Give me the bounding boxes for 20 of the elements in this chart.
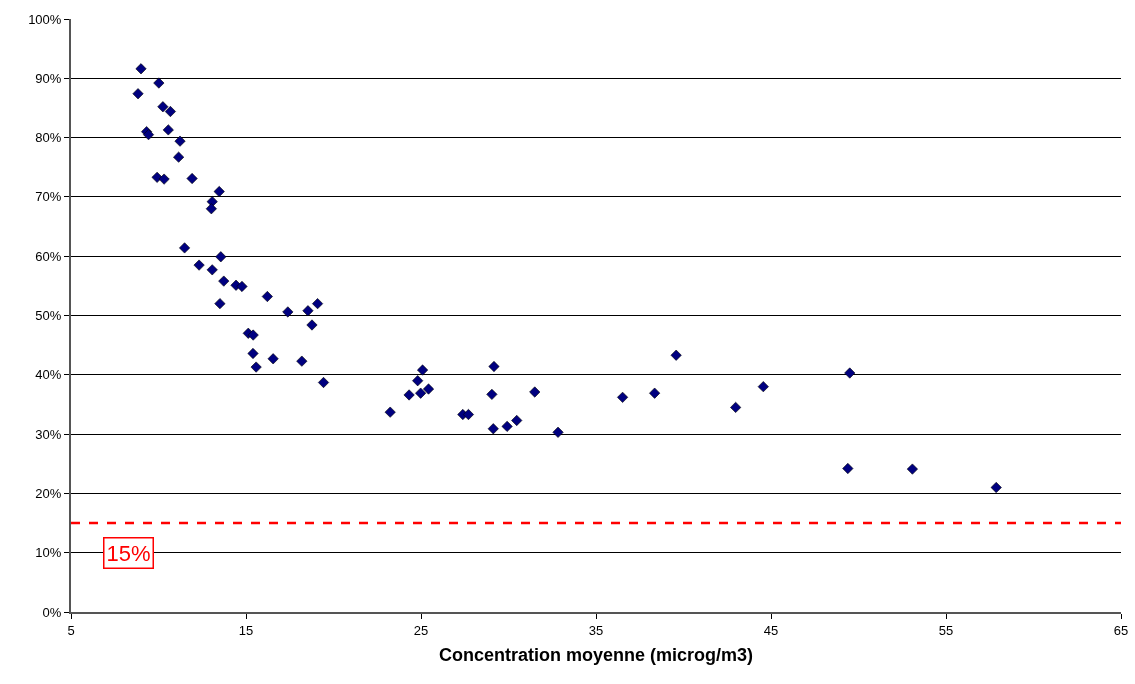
y-tick-label: 70% xyxy=(35,189,62,205)
x-axis-title: Concentration moyenne (microg/m3) xyxy=(438,645,754,666)
x-tick-label: 15 xyxy=(238,622,254,638)
y-tick-label: 50% xyxy=(35,308,62,324)
y-tick-label: 60% xyxy=(35,248,62,264)
y-tick-label: 100% xyxy=(28,11,62,27)
x-tick-label: 5 xyxy=(67,622,75,638)
y-tick-label: 30% xyxy=(35,426,62,442)
x-tick-label: 65 xyxy=(1113,622,1129,638)
y-tick-label: 80% xyxy=(35,130,62,146)
y-tick-label: 10% xyxy=(35,545,62,561)
y-tick-label: 20% xyxy=(35,485,62,501)
y-tick-label: 90% xyxy=(35,70,62,86)
y-tick-label: 0% xyxy=(42,604,62,620)
x-tick-label: 35 xyxy=(588,622,604,638)
x-tick-label: 25 xyxy=(413,622,429,638)
x-tick-label: 45 xyxy=(763,622,779,638)
ref-line-label: 15% xyxy=(106,540,151,566)
y-tick-label: 40% xyxy=(35,367,62,383)
x-tick-label: 55 xyxy=(938,622,954,638)
